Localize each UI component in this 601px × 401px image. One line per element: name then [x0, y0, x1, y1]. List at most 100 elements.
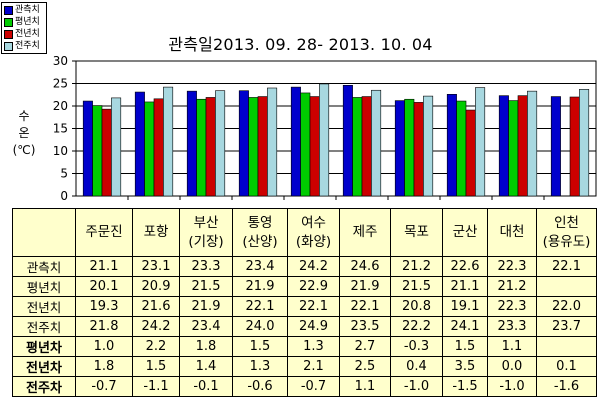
table-cell: 24.2 [287, 256, 340, 277]
table-cell: 23.5 [339, 316, 391, 337]
table-cell: 24.9 [287, 316, 340, 337]
column-header-line: (용유도) [542, 233, 591, 250]
bar [527, 90, 538, 197]
table-cell: 1.4 [179, 356, 233, 377]
column-header-line: 포항 [143, 224, 169, 240]
column-header: 부산 (기장) [179, 208, 233, 257]
y-tick-label: 15 [53, 122, 68, 136]
table-cell: -1.6 [536, 376, 597, 397]
legend-item: 평년치 [4, 16, 44, 28]
table-cell: 22.3 [487, 256, 537, 277]
column-header: 군산 [442, 208, 488, 257]
row-label: 전주치 [12, 316, 76, 337]
column-header: 대천 [487, 208, 537, 257]
table-cell: 1.3 [287, 336, 340, 357]
table-cell: 1.3 [232, 356, 288, 377]
table-cell: 21.1 [442, 276, 488, 297]
bar [134, 91, 145, 197]
column-header: 주문진 [75, 208, 133, 257]
column-header-line: 부산 [193, 214, 219, 231]
bar [498, 95, 509, 197]
table-row: 전주차 -0.7 -1.1 -0.1 -0.6 -0.7 1.1 -1.0 -1.5 -1.0 -1… [12, 376, 597, 397]
bar [205, 97, 216, 197]
column-header-line: 목포 [404, 224, 429, 240]
table-cell: 21.9 [232, 276, 288, 297]
y-axis-label-line: 수 [18, 109, 30, 123]
bar [248, 97, 259, 197]
bar [290, 86, 301, 197]
table-cell: -1.5 [442, 376, 488, 397]
bar [404, 98, 415, 197]
y-tick-label: 10 [53, 144, 68, 158]
table-row: 전주치 21.8 24.2 23.4 24.0 24.9 23.5 22.2 24.1 23.3 2… [12, 316, 597, 337]
table-cell: -0.1 [179, 376, 233, 397]
table-cell: 1.1 [339, 376, 391, 397]
column-header-line: 대천 [499, 224, 525, 240]
table-cell: -1.1 [132, 376, 180, 397]
table-cell: 24.1 [442, 316, 488, 337]
table-cell: 23.1 [132, 256, 180, 277]
table-header-row: 주문진 포항 부산 (기장) 통영 (산양) 여수 (화양) 제주 목포 군산 대천 인천 (용유도) [12, 208, 597, 257]
legend-swatch [4, 5, 13, 15]
table-cell: 22.1 [232, 296, 288, 317]
table-cell: 24.6 [339, 256, 391, 277]
row-label: 관측치 [12, 256, 76, 277]
legend-label: 관측치 [15, 5, 40, 15]
table-cell [536, 336, 597, 357]
bar [92, 105, 103, 197]
table-cell: 20.9 [132, 276, 180, 297]
table-cell: 1.5 [232, 336, 288, 357]
bar [550, 96, 561, 197]
table-cell: 2.1 [287, 356, 340, 377]
table-cell: 1.5 [442, 336, 488, 357]
table-cell: 20.8 [390, 296, 443, 317]
table-corner-cell [12, 208, 76, 257]
bar [371, 89, 382, 197]
row-label: 평년치 [12, 276, 76, 297]
bar [446, 94, 457, 197]
y-tick-label: 20 [53, 99, 68, 113]
legend-swatch [4, 41, 13, 51]
table-cell: 1.5 [132, 356, 180, 377]
table-cell: -0.7 [287, 376, 340, 397]
table-cell: 24.0 [232, 316, 288, 337]
chart-title: 관측일2013. 09. 28- 2013. 10. 04 [168, 35, 433, 54]
column-header: 제주 [339, 208, 391, 257]
table-cell: 23.3 [179, 256, 233, 277]
table-cell: 21.2 [487, 276, 537, 297]
table-cell: 22.1 [339, 296, 391, 317]
column-header: 인천 (용유도) [536, 208, 597, 257]
table-cell: 0.1 [536, 356, 597, 377]
table-row: 평년차 1.0 2.2 1.8 1.5 1.3 2.7 -0.3 1.5 1.1 [12, 336, 597, 357]
row-label: 평년차 [12, 336, 76, 357]
y-tick-label: 30 [53, 54, 68, 68]
table-cell: 22.6 [442, 256, 488, 277]
y-axis-label-line: (℃) [12, 143, 36, 157]
chart-legend: 관측치 평년치 전년치 전주치 [1, 2, 47, 54]
table-cell: 2.5 [339, 356, 391, 377]
table-cell: 23.4 [179, 316, 233, 337]
column-header: 포항 [132, 208, 180, 257]
table-cell: 21.2 [390, 256, 443, 277]
column-header-line: (기장) [188, 233, 224, 250]
bar [186, 90, 197, 197]
row-label: 전년차 [12, 356, 76, 377]
legend-label: 전년치 [15, 29, 40, 39]
table-cell: 22.1 [536, 256, 597, 277]
table-row: 관측치 21.1 23.1 23.3 23.4 24.2 24.6 21.2 22.6 22.3 2… [12, 256, 597, 277]
row-label: 전주차 [12, 376, 76, 397]
table-cell: 3.5 [442, 356, 488, 377]
table-cell: 1.0 [75, 336, 133, 357]
legend-item: 전년치 [4, 28, 44, 40]
bar [267, 87, 278, 197]
bar [394, 100, 405, 197]
bar [352, 97, 363, 197]
table-cell: -1.0 [487, 376, 537, 397]
column-header-line: 제주 [352, 224, 378, 240]
bar [517, 95, 528, 197]
table-cell: -1.0 [390, 376, 443, 397]
table-cell: 23.7 [536, 316, 597, 337]
bar [300, 92, 311, 197]
table-cell: 21.1 [75, 256, 133, 277]
data-table: 주문진 포항 부산 (기장) 통영 (산양) 여수 (화양) 제주 목포 군산 대천 인천 (용유도) 관… [12, 208, 597, 397]
